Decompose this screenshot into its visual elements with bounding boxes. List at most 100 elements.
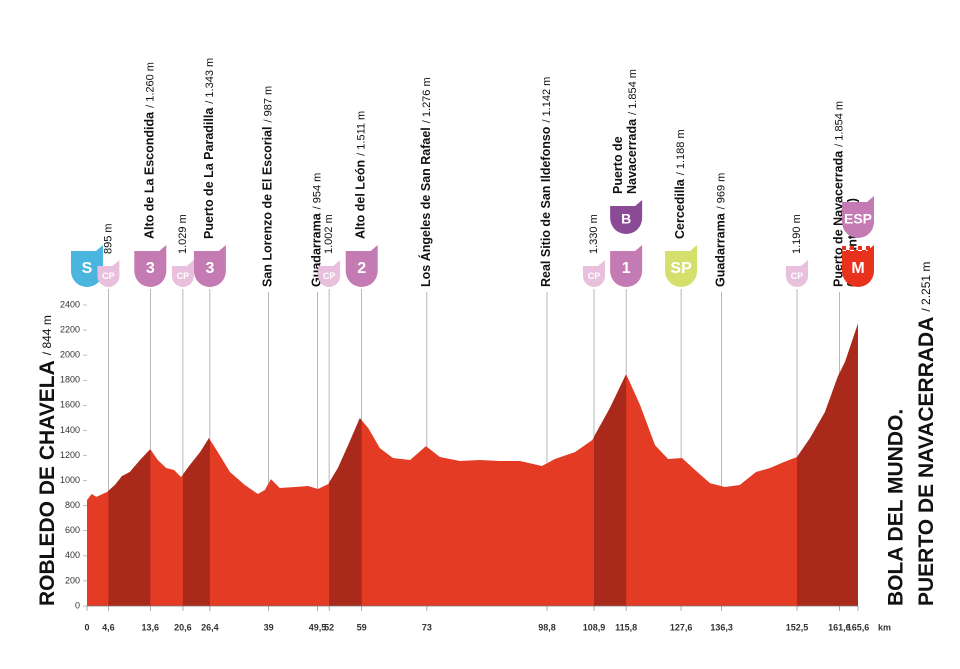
point-name2: Navacerrada — [625, 118, 639, 194]
badge-text: CP — [102, 271, 115, 281]
y-tick-label: 2000 — [60, 350, 80, 360]
x-tick-label: 26,4 — [201, 622, 219, 632]
point-alt: 1.190 m — [791, 214, 803, 254]
start-name: ROBLEDO DE CHAVELA — [36, 360, 59, 606]
badge — [786, 260, 809, 287]
climb-area — [797, 323, 858, 606]
checker — [866, 246, 870, 250]
climb-area — [108, 449, 151, 606]
x-tick-label: 20,6 — [174, 622, 192, 632]
climb-area — [594, 374, 627, 606]
y-tick-label: 2400 — [60, 299, 80, 309]
badge — [345, 245, 378, 287]
y-tick-label: 600 — [65, 525, 80, 535]
badge — [134, 245, 167, 287]
badge — [97, 260, 120, 287]
point-alt: / 1.511 m — [356, 111, 368, 156]
climb-area — [182, 438, 210, 606]
badge-text: CP — [177, 271, 190, 281]
x-tick-label: 52 — [324, 622, 334, 632]
y-tick-label: 1200 — [60, 450, 80, 460]
top-badge — [842, 196, 874, 238]
point-alt: / 1.276 m — [421, 77, 433, 123]
checker — [842, 246, 846, 250]
point-alt: / 1.854 m — [833, 101, 845, 147]
point-name: Puerto de — [611, 136, 625, 194]
point-name: Real Sitio de San Ildefonso — [539, 126, 553, 287]
badge-text: S — [82, 260, 93, 277]
badge — [665, 245, 698, 287]
point-label: San Lorenzo de El Escorial / 987 m — [261, 86, 275, 287]
y-tick-label: 1800 — [60, 375, 80, 385]
point-name: Los Ángeles de San Rafael — [418, 127, 433, 287]
finish-label: PUERTO DE NAVACERRADA / 2.251 m — [915, 262, 938, 606]
climb-area — [329, 418, 362, 606]
x-tick-label: 39 — [264, 622, 274, 632]
point-name: Alto de La Escondida — [143, 111, 157, 239]
point-name: San Lorenzo de El Escorial — [261, 127, 275, 287]
badge — [318, 260, 341, 287]
point-alt: / 969 m — [715, 173, 727, 210]
x-tick-label: 0 — [84, 622, 89, 632]
badge — [71, 245, 103, 287]
checker — [870, 250, 874, 254]
x-tick-label: 49,5 — [309, 622, 327, 632]
checker — [850, 246, 854, 250]
y-tick-label: 0 — [75, 600, 80, 610]
point-label: Cercedilla / 1.188 m — [673, 129, 687, 239]
checker — [858, 246, 862, 250]
y-tick-label: 1000 — [60, 475, 80, 485]
badge-text: 1 — [622, 260, 631, 277]
badge-text: SP — [670, 260, 692, 277]
point-alt: / 987 m — [262, 86, 274, 123]
x-tick-label: 108,9 — [583, 622, 606, 632]
badge — [583, 260, 606, 287]
point-label: Guadarrama / 969 m — [714, 173, 728, 287]
point-label: Navacerrada / 1.854 m — [625, 69, 639, 194]
x-tick-label: 59 — [357, 622, 367, 632]
point-name: Guadarrama — [714, 212, 728, 287]
y-tick-label: 1400 — [60, 425, 80, 435]
finish-alt: / 2.251 m — [919, 262, 933, 312]
x-tick-label: 136,3 — [710, 622, 733, 632]
badge-text: CP — [791, 271, 804, 281]
x-tick-label: 115,8 — [615, 622, 637, 632]
point-alt: / 1.142 m — [541, 77, 553, 123]
x-tick-label: 73 — [422, 622, 432, 632]
badge-text: 2 — [357, 260, 366, 277]
point-alt: / 1.260 m — [144, 62, 156, 108]
x-tick-label: 13,6 — [142, 622, 160, 632]
badge — [193, 245, 226, 287]
badge — [610, 245, 643, 287]
top-badge — [610, 200, 643, 234]
y-tick-label: 200 — [65, 575, 80, 585]
point-alt: 1.029 m — [177, 214, 189, 254]
badge — [842, 245, 874, 287]
profile-area — [87, 323, 858, 606]
badge-text: CP — [588, 271, 601, 281]
point-label: Alto del León / 1.511 m — [354, 111, 368, 239]
point-label: Puerto de — [611, 136, 625, 194]
point-name: Cercedilla — [673, 178, 687, 239]
start-alt: / 844 m — [40, 315, 54, 355]
point-alt: 1.002 m — [323, 214, 335, 254]
x-tick-label: 127,6 — [670, 622, 693, 632]
point-alt: 895 m — [102, 223, 114, 254]
y-tick-label: 1600 — [60, 400, 80, 410]
badge — [171, 260, 194, 287]
top-badge-text: ESP — [844, 211, 872, 227]
badge-text: 3 — [205, 260, 214, 277]
point-label: Los Ángeles de San Rafael / 1.276 m — [418, 77, 433, 287]
x-tick-label: 165,6 — [847, 622, 870, 632]
point-label: Alto de La Escondida / 1.260 m — [143, 62, 157, 239]
x-tick-label: 161,6 — [828, 622, 851, 632]
y-tick-label: 2200 — [60, 324, 80, 334]
top-badge-text: B — [621, 211, 631, 227]
finish-name2: PUERTO DE NAVACERRADA — [915, 317, 938, 606]
point-alt: / 1.188 m — [675, 129, 687, 175]
point-alt: 1.330 m — [588, 214, 600, 254]
point-alt: / 1.343 m — [204, 58, 216, 104]
checker — [854, 250, 858, 254]
